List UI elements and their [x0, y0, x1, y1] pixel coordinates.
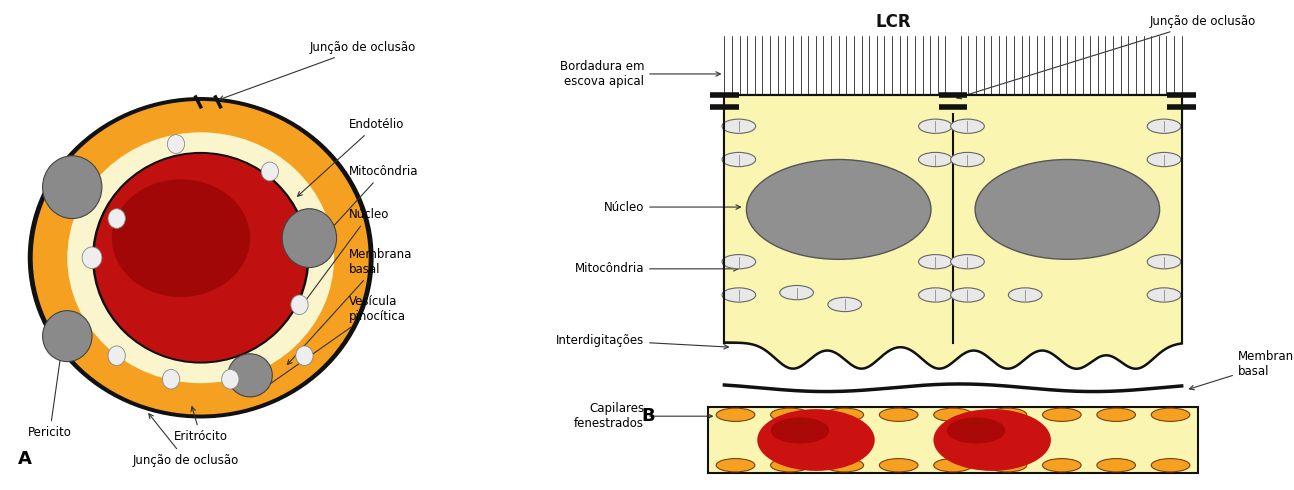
- Ellipse shape: [94, 154, 307, 362]
- Text: Núcleo: Núcleo: [302, 208, 389, 305]
- Text: Membrana
basal: Membrana basal: [287, 247, 413, 365]
- Text: Vesícula
pinocítica: Vesícula pinocítica: [263, 294, 406, 389]
- Text: Eritrócito: Eritrócito: [173, 407, 228, 443]
- Ellipse shape: [919, 288, 952, 302]
- Ellipse shape: [1148, 288, 1181, 302]
- Ellipse shape: [32, 101, 369, 415]
- Ellipse shape: [771, 408, 809, 421]
- Ellipse shape: [934, 459, 972, 472]
- Ellipse shape: [1097, 459, 1135, 472]
- Text: Membrana
basal: Membrana basal: [1189, 350, 1294, 390]
- Ellipse shape: [722, 119, 756, 133]
- Ellipse shape: [826, 459, 863, 472]
- Ellipse shape: [1148, 119, 1181, 133]
- Ellipse shape: [1008, 288, 1042, 302]
- Ellipse shape: [92, 152, 309, 364]
- Ellipse shape: [919, 255, 952, 269]
- Ellipse shape: [1043, 408, 1080, 421]
- Ellipse shape: [771, 459, 809, 472]
- Ellipse shape: [167, 135, 185, 153]
- Bar: [708, 407, 1198, 473]
- Ellipse shape: [934, 408, 972, 421]
- Ellipse shape: [162, 369, 180, 389]
- Ellipse shape: [1043, 459, 1080, 472]
- FancyBboxPatch shape: [952, 96, 1181, 343]
- Text: Junção de oclusão: Junção de oclusão: [219, 41, 415, 100]
- Ellipse shape: [951, 288, 985, 302]
- Ellipse shape: [880, 408, 917, 421]
- Ellipse shape: [291, 295, 308, 315]
- Ellipse shape: [828, 297, 862, 312]
- Ellipse shape: [43, 156, 102, 219]
- Ellipse shape: [43, 311, 92, 362]
- Ellipse shape: [722, 288, 756, 302]
- Ellipse shape: [933, 409, 1051, 471]
- Ellipse shape: [976, 160, 1159, 259]
- Ellipse shape: [296, 346, 313, 366]
- Ellipse shape: [826, 408, 863, 421]
- Text: Endotélio: Endotélio: [298, 118, 404, 196]
- Ellipse shape: [722, 152, 756, 167]
- Polygon shape: [725, 96, 1181, 369]
- Ellipse shape: [747, 160, 930, 259]
- Text: B: B: [642, 407, 655, 425]
- Text: A: A: [18, 450, 32, 468]
- Ellipse shape: [27, 97, 374, 418]
- Ellipse shape: [919, 119, 952, 133]
- Ellipse shape: [67, 132, 334, 383]
- Ellipse shape: [989, 459, 1026, 472]
- Text: LCR: LCR: [875, 13, 911, 31]
- Ellipse shape: [947, 417, 1005, 443]
- Text: Pericito: Pericito: [27, 348, 71, 440]
- Text: Mitocôndria: Mitocôndria: [307, 165, 418, 255]
- Ellipse shape: [1148, 255, 1181, 269]
- Text: Núcleo: Núcleo: [604, 200, 740, 214]
- Ellipse shape: [1152, 408, 1190, 421]
- Ellipse shape: [919, 152, 952, 167]
- Text: Mitocôndria: Mitocôndria: [575, 262, 738, 275]
- Ellipse shape: [1097, 408, 1135, 421]
- Ellipse shape: [771, 417, 829, 443]
- Ellipse shape: [989, 408, 1026, 421]
- Text: Bordadura em
escova apical: Bordadura em escova apical: [559, 60, 721, 88]
- Ellipse shape: [282, 209, 336, 268]
- Ellipse shape: [951, 152, 985, 167]
- Ellipse shape: [228, 354, 272, 397]
- Ellipse shape: [1148, 152, 1181, 167]
- Ellipse shape: [111, 179, 250, 297]
- Text: Junção de oclusão: Junção de oclusão: [956, 15, 1256, 99]
- Ellipse shape: [951, 255, 985, 269]
- Ellipse shape: [261, 162, 278, 181]
- Ellipse shape: [722, 255, 756, 269]
- Ellipse shape: [82, 247, 102, 269]
- Ellipse shape: [221, 369, 239, 389]
- Ellipse shape: [880, 459, 917, 472]
- Ellipse shape: [716, 459, 754, 472]
- Ellipse shape: [107, 346, 126, 366]
- Ellipse shape: [107, 209, 126, 228]
- Ellipse shape: [757, 409, 875, 471]
- Text: Junção de oclusão: Junção de oclusão: [133, 414, 239, 467]
- Ellipse shape: [780, 286, 814, 300]
- Text: Interdigitações: Interdigitações: [556, 334, 729, 349]
- Ellipse shape: [951, 119, 985, 133]
- Ellipse shape: [716, 408, 754, 421]
- Ellipse shape: [1152, 459, 1190, 472]
- Text: Capilares
fenestrados: Capilares fenestrados: [575, 402, 712, 430]
- FancyBboxPatch shape: [725, 96, 952, 343]
